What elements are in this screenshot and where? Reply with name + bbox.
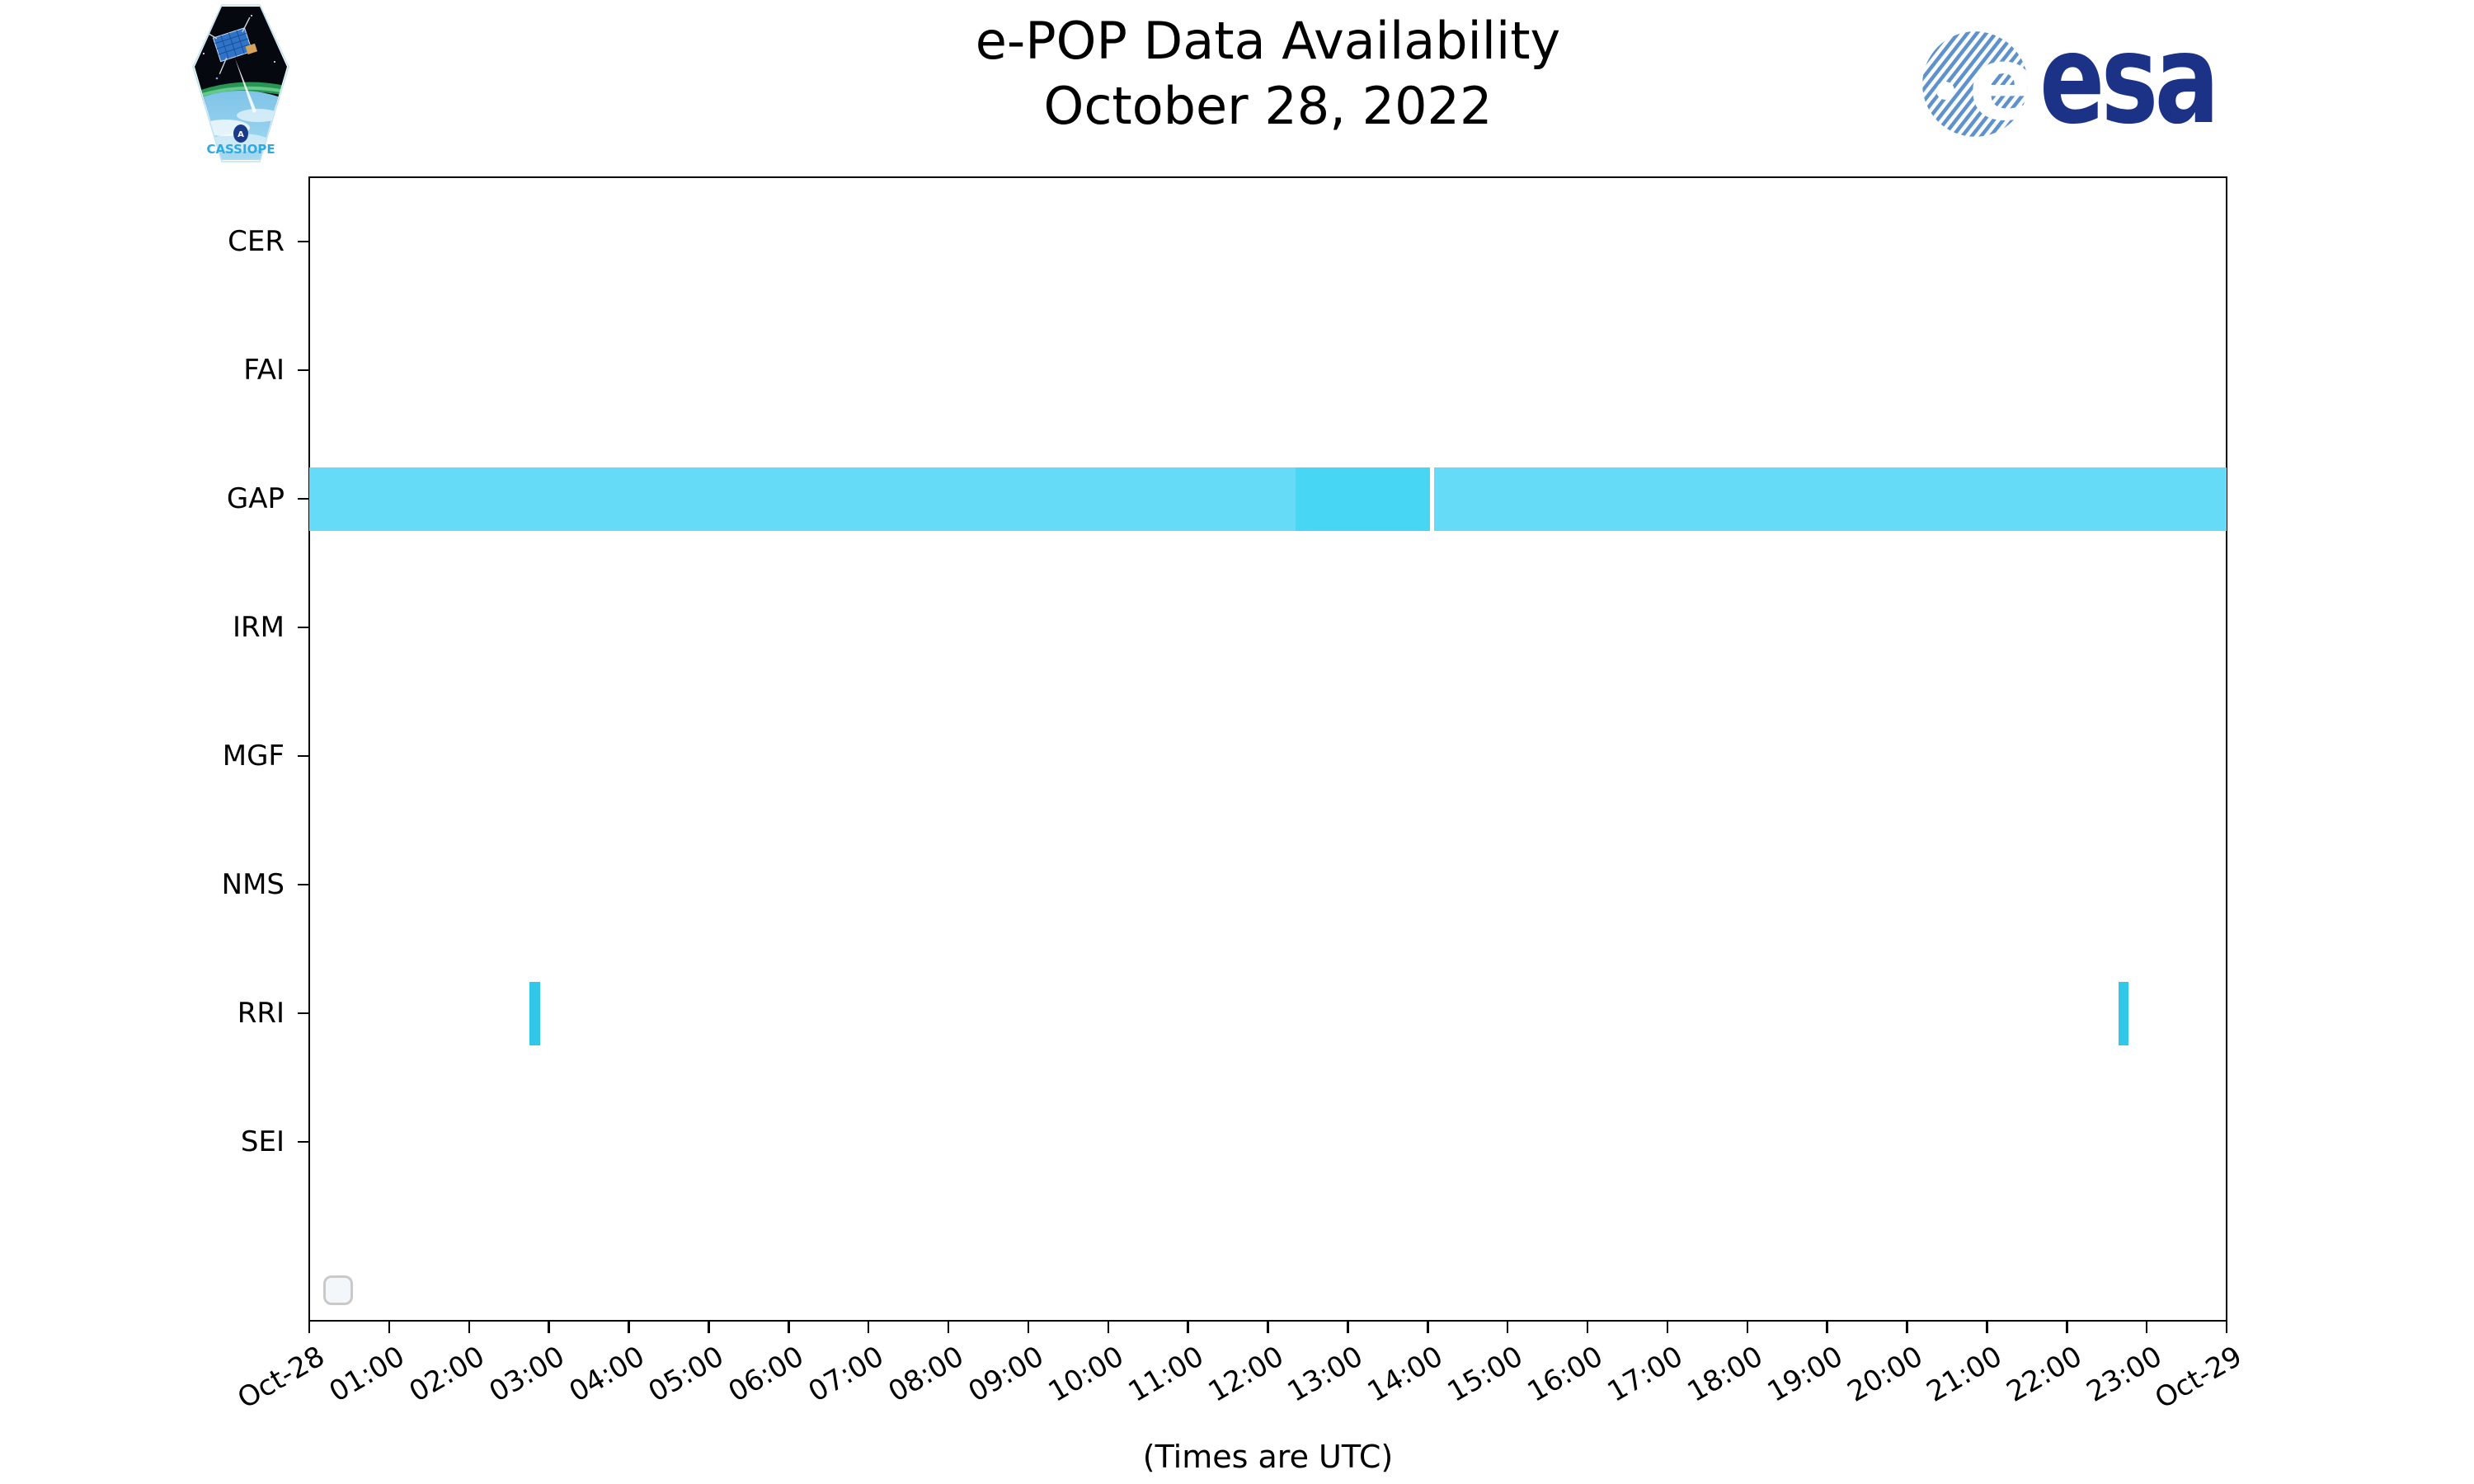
x-label-2200: 22:00 — [2001, 1340, 2088, 1409]
esa-logo-graphic: e esa — [1922, 7, 2220, 152]
svg-text:A: A — [238, 130, 244, 139]
x-label-1300: 13:00 — [1282, 1340, 1369, 1409]
y-tick-nms — [298, 883, 309, 886]
x-tick-2 — [468, 1322, 470, 1333]
y-label-cer: CER — [228, 225, 285, 258]
y-tick-sei — [298, 1140, 309, 1144]
availability-bar-gap-1 — [1296, 467, 1431, 531]
x-tick-22 — [2066, 1322, 2068, 1333]
y-tick-mgf — [298, 754, 309, 758]
y-tick-fai — [298, 369, 309, 372]
empty-legend-box — [323, 1275, 353, 1305]
patch-beam — [235, 59, 256, 113]
x-label-1800: 18:00 — [1681, 1340, 1769, 1409]
x-tick-6 — [788, 1322, 790, 1333]
x-label-1100: 11:00 — [1122, 1340, 1210, 1409]
esa-globe-letter-e: e — [1968, 25, 2038, 143]
x-tick-12 — [1267, 1322, 1269, 1333]
cassiope-mission-patch: A CASSIOPE — [192, 4, 289, 166]
x-tick-11 — [1187, 1322, 1189, 1333]
patch-roundel — [233, 124, 248, 143]
x-label-0400: 04:00 — [563, 1340, 650, 1409]
x-label-0100: 01:00 — [323, 1340, 411, 1409]
x-label-2300: 23:00 — [2081, 1340, 2168, 1409]
y-label-nms: NMS — [221, 868, 285, 901]
x-tick-7 — [867, 1322, 870, 1333]
y-tick-irm — [298, 626, 309, 629]
x-label-1600: 16:00 — [1522, 1340, 1609, 1409]
x-label-0600: 06:00 — [722, 1340, 810, 1409]
esa-logo: e esa — [1917, 7, 2220, 162]
x-label-0500: 05:00 — [643, 1340, 730, 1409]
y-label-gap: GAP — [226, 482, 285, 515]
availability-bar-gap-0 — [309, 467, 1431, 531]
patch-satellite — [201, 16, 258, 75]
x-tick-10 — [1107, 1322, 1109, 1333]
x-label-0300: 03:00 — [483, 1340, 571, 1409]
x-tick-15 — [1506, 1322, 1509, 1333]
y-label-mgf: MGF — [222, 740, 285, 773]
y-label-irm: IRM — [233, 611, 285, 644]
x-label-oct-29: Oct-29 — [2149, 1340, 2248, 1416]
plot-area — [308, 176, 2227, 1322]
availability-bar-gap-2 — [1434, 467, 2227, 531]
chart-title-block: e-POP Data Availability October 28, 2022 — [309, 8, 2227, 139]
y-tick-cer — [298, 240, 309, 243]
x-label-2100: 21:00 — [1921, 1340, 2008, 1409]
x-tick-4 — [628, 1322, 630, 1333]
x-tick-1 — [388, 1322, 391, 1333]
availability-bar-rri-3 — [529, 981, 540, 1045]
x-label-1500: 15:00 — [1442, 1340, 1529, 1409]
x-tick-16 — [1586, 1322, 1589, 1333]
x-tick-14 — [1427, 1322, 1429, 1333]
x-label-2000: 20:00 — [1841, 1340, 1928, 1409]
x-tick-18 — [1746, 1322, 1748, 1333]
x-tick-24 — [2225, 1322, 2228, 1333]
x-label-1700: 17:00 — [1602, 1340, 1689, 1409]
y-label-rri: RRI — [237, 997, 285, 1030]
x-label-oct-28: Oct-28 — [232, 1340, 331, 1416]
x-label-1200: 12:00 — [1202, 1340, 1289, 1409]
x-tick-0 — [308, 1322, 311, 1333]
x-label-1000: 10:00 — [1042, 1340, 1130, 1409]
chart-subtitle-date: October 28, 2022 — [1043, 76, 1493, 137]
x-label-1400: 14:00 — [1362, 1340, 1449, 1409]
y-tick-gap — [298, 497, 309, 500]
x-label-1900: 19:00 — [1761, 1340, 1849, 1409]
x-tick-9 — [1027, 1322, 1030, 1333]
x-tick-20 — [1906, 1322, 1908, 1333]
x-tick-19 — [1826, 1322, 1828, 1333]
x-label-0700: 07:00 — [802, 1340, 890, 1409]
x-label-0900: 09:00 — [962, 1340, 1050, 1409]
x-axis-note: (Times are UTC) — [1142, 1439, 1394, 1475]
x-tick-21 — [1986, 1322, 1988, 1333]
x-tick-13 — [1347, 1322, 1349, 1333]
y-tick-rri — [298, 1012, 309, 1015]
x-tick-17 — [1666, 1322, 1669, 1333]
esa-wordmark: esa — [2039, 10, 2214, 152]
x-tick-8 — [947, 1322, 950, 1333]
y-label-fai: FAI — [243, 354, 285, 387]
cassiope-patch-graphic: A CASSIOPE — [192, 4, 289, 162]
y-label-sei: SEI — [240, 1125, 285, 1158]
cassiope-label: CASSIOPE — [206, 142, 275, 157]
x-tick-3 — [548, 1322, 550, 1333]
x-label-0200: 02:00 — [403, 1340, 491, 1409]
x-tick-23 — [2145, 1322, 2148, 1333]
availability-bar-rri-4 — [2119, 981, 2128, 1045]
x-label-0800: 08:00 — [882, 1340, 970, 1409]
x-tick-5 — [708, 1322, 710, 1333]
chart-title: e-POP Data Availability — [975, 11, 1561, 71]
esa-globe-icon: e — [1922, 25, 2038, 143]
